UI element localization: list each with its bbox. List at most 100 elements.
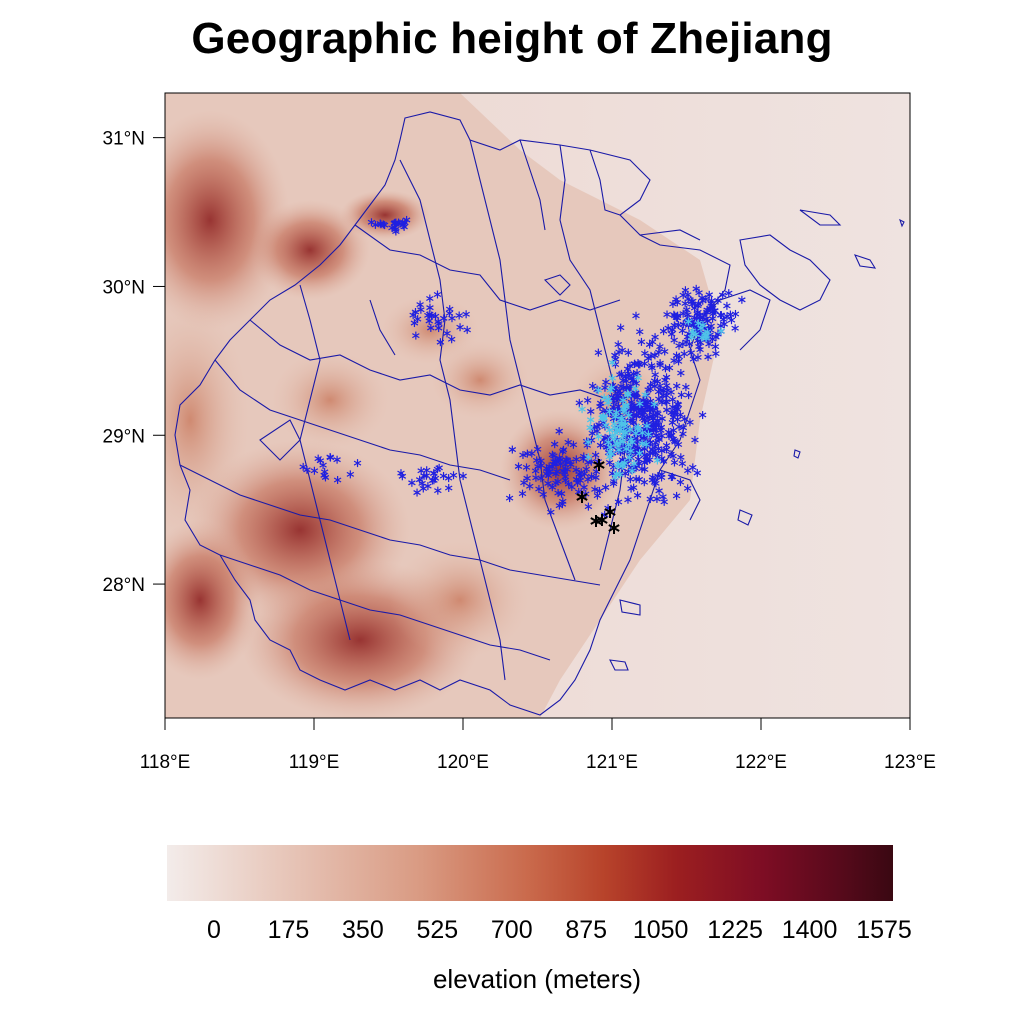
station-marker [599, 413, 607, 422]
colorbar-label: 875 [565, 916, 607, 944]
x-axis: 118°E 119°E 120°E 121°E 122°E 123°E [140, 718, 936, 773]
station-marker [624, 390, 632, 399]
station-marker [444, 483, 453, 492]
station-marker [419, 484, 428, 493]
station-marker [605, 452, 613, 461]
station-marker [591, 485, 599, 494]
station-marker [439, 472, 448, 481]
x-tick-label: 120°E [437, 752, 489, 773]
station-marker [634, 423, 643, 432]
station-marker [687, 348, 695, 357]
station-marker [622, 401, 630, 410]
station-marker [731, 324, 739, 333]
station-marker [718, 290, 727, 299]
station-marker [674, 357, 683, 366]
station-marker [456, 323, 464, 332]
colorbar-label: 0 [207, 916, 221, 944]
station-marker [594, 432, 603, 441]
station-marker [608, 522, 620, 534]
station-marker [625, 453, 634, 462]
station-marker [646, 380, 655, 389]
station-marker [651, 370, 659, 379]
station-marker [681, 286, 690, 295]
station-marker [584, 502, 593, 511]
station-marker [657, 454, 666, 463]
y-tick-label: 30°N [103, 277, 145, 298]
station-marker [555, 454, 564, 463]
station-marker [621, 372, 630, 381]
station-marker [433, 290, 442, 299]
colorbar-tick-labels: 0 175 350 525 700 875 1050 1225 1400 1575 [207, 916, 912, 944]
station-marker [459, 472, 467, 481]
station-marker [594, 386, 603, 395]
station-marker [614, 340, 622, 349]
station-marker [694, 301, 702, 310]
station-marker [584, 438, 592, 447]
colorbar-label: 175 [268, 916, 310, 944]
station-marker [684, 466, 692, 475]
station-marker [346, 470, 355, 479]
station-marker [667, 450, 675, 459]
station-marker [653, 494, 661, 503]
station-marker [544, 479, 552, 488]
station-marker [314, 454, 322, 463]
station-marker [425, 316, 434, 325]
station-marker [608, 358, 617, 367]
station-marker [656, 381, 664, 390]
station-marker [659, 391, 667, 400]
station-marker [522, 463, 531, 472]
station-marker [584, 453, 593, 462]
station-marker [648, 337, 657, 346]
station-marker [299, 462, 307, 471]
station-marker [554, 488, 562, 497]
station-marker [558, 500, 567, 509]
station-marker [692, 314, 701, 323]
station-marker [436, 338, 445, 347]
station-marker [676, 410, 685, 419]
station-marker [518, 489, 527, 498]
station-marker [655, 394, 663, 403]
station-marker [679, 309, 687, 318]
station-marker [611, 351, 619, 360]
station-marker [614, 497, 623, 506]
x-tick-label: 118°E [140, 752, 191, 773]
station-marker [591, 450, 600, 459]
station-marker [583, 396, 592, 405]
colorbar-gradient [167, 845, 893, 901]
station-marker [617, 382, 625, 391]
station-marker [678, 326, 687, 335]
station-marker [612, 469, 621, 478]
station-marker [650, 400, 659, 409]
station-marker [333, 455, 341, 464]
station-marker [693, 468, 702, 477]
station-marker [319, 461, 327, 470]
station-marker [643, 421, 651, 430]
station-marker [616, 323, 625, 332]
station-marker [310, 466, 319, 475]
station-marker [558, 447, 567, 456]
station-marker [430, 469, 438, 478]
station-marker [674, 400, 683, 409]
station-marker [656, 426, 665, 435]
station-marker [554, 477, 562, 486]
station-marker [628, 438, 636, 447]
station-marker [622, 376, 631, 385]
x-tick-label: 123°E [884, 752, 936, 773]
station-marker [320, 467, 329, 476]
station-marker [333, 476, 342, 485]
colorbar-label: 1575 [856, 916, 912, 944]
station-marker [593, 427, 601, 436]
station-marker [628, 466, 636, 475]
county-boundaries [174, 111, 905, 716]
station-marker [684, 391, 693, 400]
station-marker [658, 446, 666, 455]
station-marker [575, 398, 584, 407]
station-marker [654, 472, 662, 481]
station-marker [303, 465, 311, 474]
station-marker [639, 414, 647, 423]
station-marker [380, 221, 389, 230]
station-marker [572, 465, 580, 474]
station-marker [413, 488, 421, 497]
station-marker [555, 427, 563, 436]
station-marker [532, 456, 541, 465]
